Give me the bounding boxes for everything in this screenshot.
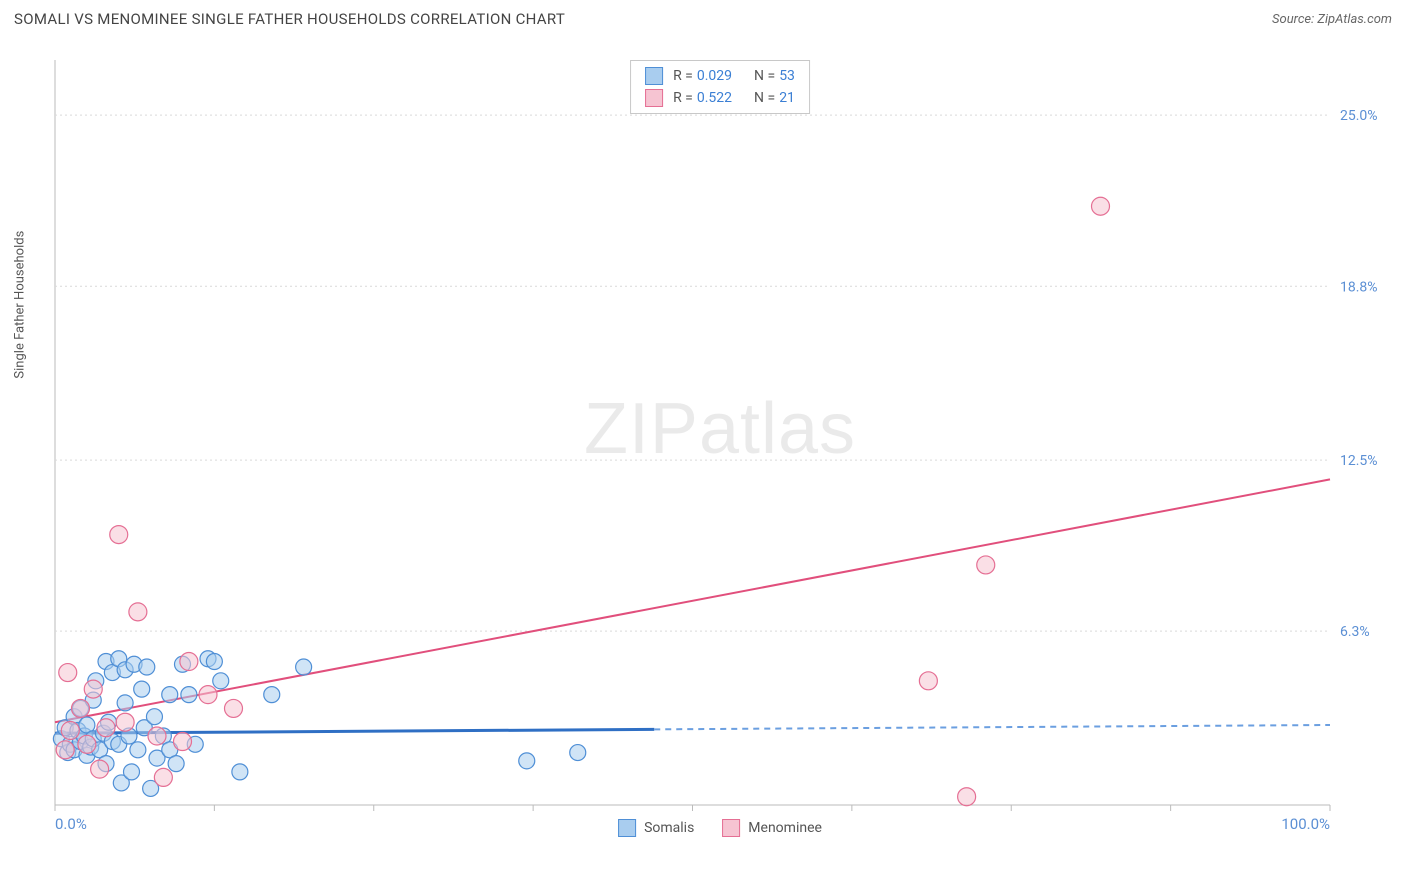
scatter-point	[570, 745, 586, 761]
series-legend-item: Menominee	[722, 819, 822, 837]
legend-r-label: R =0.029	[673, 68, 732, 84]
scatter-point	[116, 713, 134, 731]
legend-n-label: N =53	[754, 68, 795, 84]
scatter-point	[59, 664, 77, 682]
legend-row: R =0.522 N =21	[631, 87, 809, 109]
series-name: Somalis	[644, 820, 694, 836]
scatter-point	[146, 709, 162, 725]
scatter-point	[117, 695, 133, 711]
legend-swatch	[618, 819, 636, 837]
y-tick-label: 25.0%	[1340, 108, 1378, 124]
scatter-point	[1092, 197, 1110, 215]
series-legend-item: Somalis	[618, 819, 694, 837]
scatter-point	[130, 742, 146, 758]
scatter-point	[97, 719, 115, 737]
chart-source: Source: ZipAtlas.com	[1272, 12, 1392, 27]
chart-area: Single Father Households ZIPatlas 6.3%12…	[50, 55, 1390, 835]
scatter-point	[213, 673, 229, 689]
scatter-point	[124, 764, 140, 780]
x-tick-label: 100.0%	[1281, 815, 1330, 833]
scatter-point	[129, 603, 147, 621]
scatter-point	[225, 699, 243, 717]
y-tick-label: 6.3%	[1340, 624, 1370, 640]
chart-header: SOMALI VS MENOMINEE SINGLE FATHER HOUSEH…	[0, 0, 1406, 34]
scatter-point	[977, 556, 995, 574]
series-name: Menominee	[748, 820, 822, 836]
scatter-point	[180, 653, 198, 671]
legend-r-label: R =0.522	[673, 90, 732, 106]
x-tick-label: 0.0%	[55, 815, 87, 833]
scatter-point	[232, 764, 248, 780]
correlation-legend: R =0.029 N =53 R =0.522 N =21	[630, 60, 810, 114]
legend-row: R =0.029 N =53	[631, 65, 809, 87]
y-tick-label: 12.5%	[1340, 453, 1378, 469]
scatter-point	[264, 687, 280, 703]
legend-swatch	[645, 67, 663, 85]
scatter-point	[181, 687, 197, 703]
legend-swatch	[645, 89, 663, 107]
y-tick-label: 18.8%	[1340, 279, 1378, 295]
legend-n-label: N =21	[754, 90, 795, 106]
scatter-point	[958, 788, 976, 806]
scatter-point	[206, 654, 222, 670]
scatter-point	[61, 722, 79, 740]
scatter-point	[168, 756, 184, 772]
scatter-point	[78, 735, 96, 753]
scatter-point	[110, 526, 128, 544]
scatter-point	[919, 672, 937, 690]
scatter-point	[199, 686, 217, 704]
scatter-point	[134, 681, 150, 697]
scatter-point	[519, 753, 535, 769]
series-legend: Somalis Menominee	[618, 819, 822, 837]
scatter-point	[72, 699, 90, 717]
scatter-point	[139, 659, 155, 675]
scatter-point	[148, 727, 166, 745]
scatter-point	[154, 768, 172, 786]
chart-title: SOMALI VS MENOMINEE SINGLE FATHER HOUSEH…	[14, 10, 565, 28]
legend-swatch	[722, 819, 740, 837]
scatter-plot: 6.3% 12.5% 18.8% 25.0% 0.0% 100.0%	[50, 55, 1390, 835]
y-axis-label: Single Father Households	[13, 231, 28, 379]
scatter-point	[162, 687, 178, 703]
scatter-point	[56, 741, 74, 759]
scatter-point	[91, 760, 109, 778]
scatter-point	[296, 659, 312, 675]
scatter-point	[84, 680, 102, 698]
scatter-point	[174, 733, 192, 751]
